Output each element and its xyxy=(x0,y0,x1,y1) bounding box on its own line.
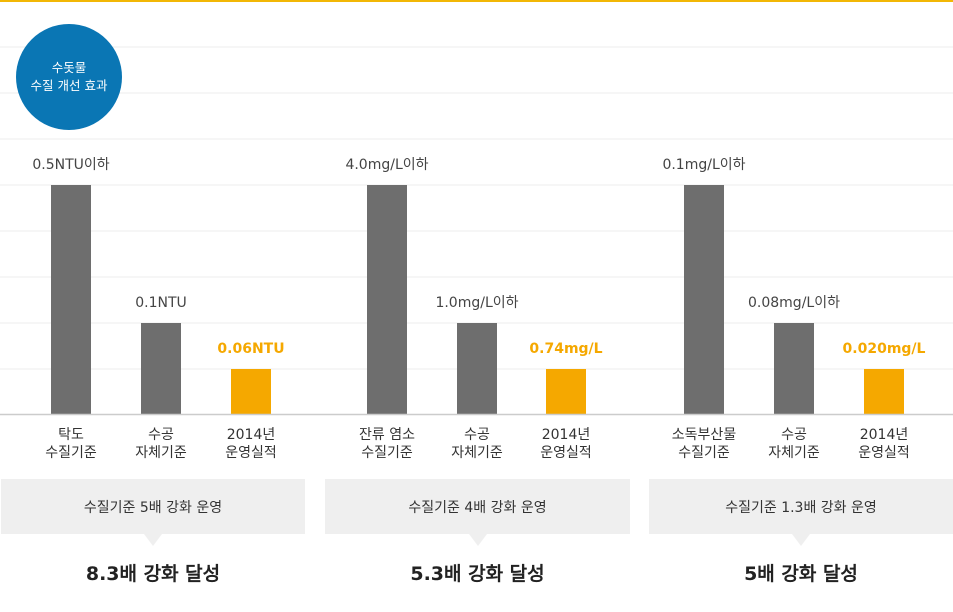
bar-value-label: 1.0mg/L이하 xyxy=(435,295,518,311)
summary-box-byproduct: 수질기준 1.3배 강화 운영 xyxy=(649,479,953,546)
bar xyxy=(864,369,904,414)
bar-value-label: 0.06NTU xyxy=(217,341,284,357)
bar xyxy=(367,185,407,414)
category-label: 2014년 xyxy=(542,427,591,443)
result-byproduct: 5배 강화 달성 xyxy=(744,562,858,585)
bar-value-label: 0.020mg/L xyxy=(843,341,926,357)
bar xyxy=(546,369,586,414)
badge-line-1: 수돗물 xyxy=(51,60,87,75)
result-chlorine: 5.3배 강화 달성 xyxy=(410,562,545,585)
bar xyxy=(141,323,181,414)
bar xyxy=(231,369,271,414)
category-label: 자체기준 xyxy=(135,445,187,461)
bar-value-label: 4.0mg/L이하 xyxy=(345,157,428,173)
category-label: 수공 xyxy=(464,427,490,443)
category-label: 운영실적 xyxy=(540,445,592,461)
summary-text-byproduct: 수질기준 1.3배 강화 운영 xyxy=(725,499,877,516)
bar xyxy=(51,185,91,414)
bar-value-label: 0.1mg/L이하 xyxy=(662,157,745,173)
summary-text-turbidity: 수질기준 5배 강화 운영 xyxy=(83,499,223,516)
category-label: 수질기준 xyxy=(361,445,413,461)
category-label: 수공 xyxy=(781,427,807,443)
bar-value-label: 0.08mg/L이하 xyxy=(748,295,840,311)
category-label: 수질기준 xyxy=(678,445,730,461)
category-label: 수질기준 xyxy=(45,445,97,461)
category-label: 2014년 xyxy=(860,427,909,443)
category-label: 운영실적 xyxy=(225,445,277,461)
bar xyxy=(774,323,814,414)
title-badge: 수돗물 수질 개선 효과 xyxy=(16,24,122,130)
top-accent-line xyxy=(0,0,953,2)
result-turbidity: 8.3배 강화 달성 xyxy=(85,562,221,585)
bar xyxy=(684,185,724,414)
summary-box-turbidity: 수질기준 5배 강화 운영 xyxy=(1,479,305,546)
bar-value-label: 0.5NTU이하 xyxy=(32,157,109,173)
bar-value-label: 0.74mg/L xyxy=(529,341,602,357)
category-label: 자체기준 xyxy=(768,445,820,461)
category-label: 탁도 xyxy=(58,427,84,443)
category-label: 자체기준 xyxy=(451,445,503,461)
bar-value-label: 0.1NTU xyxy=(135,295,187,311)
category-label: 2014년 xyxy=(227,427,276,443)
badge-line-2: 수질 개선 효과 xyxy=(30,78,108,93)
bar xyxy=(457,323,497,414)
category-label: 소독부산물 xyxy=(672,427,737,443)
category-label: 운영실적 xyxy=(858,445,910,461)
summary-box-chlorine: 수질기준 4배 강화 운영 xyxy=(325,479,630,546)
summary-text-chlorine: 수질기준 4배 강화 운영 xyxy=(408,499,547,516)
category-label: 수공 xyxy=(148,427,174,443)
category-label: 잔류 염소 xyxy=(359,427,415,443)
